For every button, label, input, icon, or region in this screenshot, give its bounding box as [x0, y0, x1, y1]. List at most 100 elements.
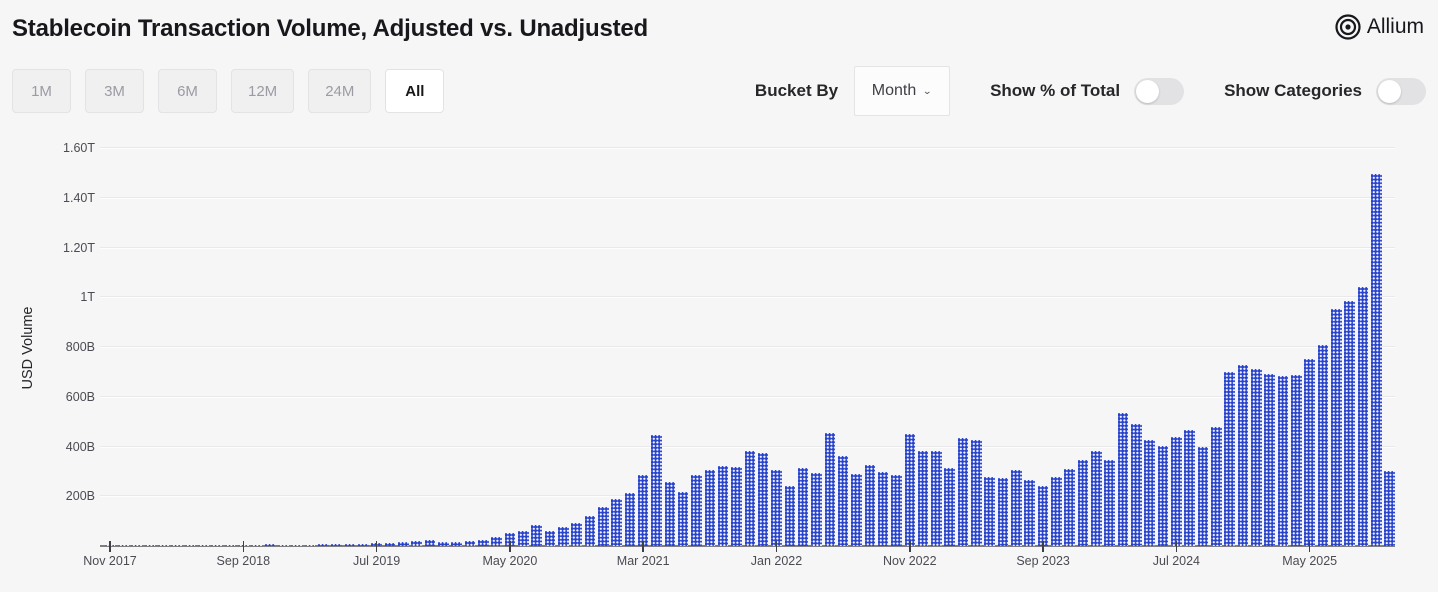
- bar-jul-2018[interactable]: [211, 545, 222, 546]
- bar-mar-2021[interactable]: [637, 474, 649, 546]
- bar-aug-2021[interactable]: [704, 469, 716, 546]
- bar-jul-2022[interactable]: [851, 473, 862, 546]
- bar-apr-2024[interactable]: [1131, 423, 1142, 546]
- bar-nov-2024[interactable]: [1224, 371, 1235, 546]
- bar-jun-2022[interactable]: [837, 456, 849, 546]
- range-button-all[interactable]: All: [385, 69, 445, 113]
- range-button-12m[interactable]: 12M: [231, 69, 295, 113]
- bar-sep-2021[interactable]: [717, 466, 729, 546]
- bar-feb-2019[interactable]: [304, 544, 316, 546]
- bar-jan-2025[interactable]: [1251, 369, 1262, 546]
- bar-jul-2023[interactable]: [1011, 470, 1022, 546]
- bar-oct-2021[interactable]: [731, 467, 742, 546]
- show-percent-toggle[interactable]: [1134, 77, 1185, 105]
- bar-jan-2019[interactable]: [291, 544, 302, 546]
- bar-may-2020[interactable]: [504, 533, 516, 546]
- bar-aug-2022[interactable]: [864, 464, 876, 546]
- range-button-6m[interactable]: 6M: [158, 69, 217, 113]
- bar-apr-2019[interactable]: [331, 544, 342, 546]
- bar-apr-2023[interactable]: [971, 439, 982, 546]
- bar-feb-2018[interactable]: [144, 545, 156, 546]
- bar-jan-2024[interactable]: [1091, 451, 1102, 546]
- bar-mar-2019[interactable]: [317, 544, 329, 546]
- bar-sep-2024[interactable]: [1197, 447, 1209, 546]
- bar-jun-2019[interactable]: [357, 544, 369, 546]
- bar-oct-2023[interactable]: [1051, 477, 1062, 546]
- bar-aug-2018[interactable]: [224, 544, 236, 546]
- bar-dec-2019[interactable]: [437, 541, 449, 546]
- bar-mar-2024[interactable]: [1117, 413, 1129, 546]
- range-button-1m[interactable]: 1M: [12, 69, 71, 113]
- bar-oct-2024[interactable]: [1211, 427, 1222, 546]
- bar-dec-2017[interactable]: [118, 545, 129, 546]
- bar-jan-2018[interactable]: [131, 545, 142, 546]
- bar-mar-2023[interactable]: [957, 438, 969, 546]
- bar-aug-2020[interactable]: [544, 530, 556, 546]
- bar-may-2022[interactable]: [824, 432, 836, 546]
- bar-nov-2018[interactable]: [264, 544, 276, 546]
- bar-jun-2020[interactable]: [517, 531, 529, 546]
- bar-may-2024[interactable]: [1144, 439, 1156, 546]
- bar-nov-2025[interactable]: [1384, 470, 1395, 546]
- bar-may-2019[interactable]: [344, 543, 356, 546]
- bar-aug-2019[interactable]: [384, 543, 396, 546]
- bar-dec-2023[interactable]: [1077, 459, 1089, 546]
- bar-jul-2025[interactable]: [1331, 309, 1342, 546]
- bar-apr-2020[interactable]: [491, 537, 502, 546]
- bar-apr-2018[interactable]: [171, 545, 182, 546]
- bar-jan-2021[interactable]: [611, 498, 622, 546]
- bar-jan-2022[interactable]: [771, 470, 782, 546]
- bar-feb-2025[interactable]: [1264, 374, 1275, 546]
- range-button-3m[interactable]: 3M: [85, 69, 144, 113]
- bar-sep-2023[interactable]: [1037, 486, 1049, 546]
- bar-dec-2024[interactable]: [1237, 365, 1249, 546]
- bar-apr-2022[interactable]: [811, 473, 822, 546]
- bar-jul-2021[interactable]: [691, 475, 702, 546]
- bar-feb-2024[interactable]: [1104, 459, 1116, 546]
- bar-feb-2020[interactable]: [464, 540, 476, 546]
- bar-feb-2022[interactable]: [784, 486, 796, 546]
- bar-may-2023[interactable]: [984, 477, 996, 546]
- bar-jan-2023[interactable]: [931, 450, 942, 546]
- bar-oct-2025[interactable]: [1371, 174, 1382, 546]
- bar-dec-2018[interactable]: [277, 544, 289, 546]
- bar-may-2021[interactable]: [664, 482, 676, 546]
- bar-mar-2025[interactable]: [1277, 375, 1289, 546]
- bar-jan-2020[interactable]: [451, 541, 462, 546]
- range-button-24m[interactable]: 24M: [308, 69, 372, 113]
- bar-oct-2019[interactable]: [411, 540, 422, 546]
- bar-aug-2025[interactable]: [1344, 301, 1355, 546]
- bar-may-2018[interactable]: [184, 545, 196, 546]
- bar-dec-2022[interactable]: [917, 451, 929, 546]
- bar-oct-2018[interactable]: [251, 544, 262, 546]
- bar-sep-2025[interactable]: [1357, 287, 1369, 546]
- bar-dec-2020[interactable]: [597, 507, 609, 546]
- bar-sep-2022[interactable]: [877, 472, 889, 546]
- bar-apr-2025[interactable]: [1291, 374, 1302, 546]
- bar-jul-2024[interactable]: [1171, 436, 1182, 546]
- bar-nov-2019[interactable]: [424, 540, 436, 546]
- bar-jun-2023[interactable]: [997, 477, 1009, 546]
- bar-jun-2021[interactable]: [677, 492, 689, 546]
- bar-jul-2020[interactable]: [531, 524, 542, 546]
- show-categories-toggle[interactable]: [1376, 77, 1426, 105]
- bar-feb-2023[interactable]: [944, 468, 956, 546]
- bar-apr-2021[interactable]: [651, 435, 662, 546]
- bar-nov-2022[interactable]: [904, 433, 916, 546]
- bar-aug-2023[interactable]: [1024, 479, 1036, 546]
- bar-oct-2022[interactable]: [891, 475, 902, 546]
- bar-oct-2020[interactable]: [571, 522, 582, 546]
- bar-mar-2022[interactable]: [797, 468, 809, 546]
- bar-nov-2020[interactable]: [584, 516, 596, 546]
- bucket-by-select[interactable]: Month ⌄: [854, 66, 951, 116]
- bar-may-2025[interactable]: [1304, 359, 1315, 546]
- bar-mar-2020[interactable]: [477, 540, 489, 546]
- bar-sep-2020[interactable]: [557, 526, 569, 546]
- bar-feb-2021[interactable]: [624, 493, 636, 546]
- bar-sep-2019[interactable]: [397, 541, 409, 546]
- bar-jun-2018[interactable]: [198, 545, 209, 546]
- bar-mar-2018[interactable]: [158, 545, 169, 546]
- bar-nov-2023[interactable]: [1064, 468, 1076, 546]
- bar-jun-2024[interactable]: [1157, 445, 1169, 546]
- bar-aug-2024[interactable]: [1184, 429, 1196, 546]
